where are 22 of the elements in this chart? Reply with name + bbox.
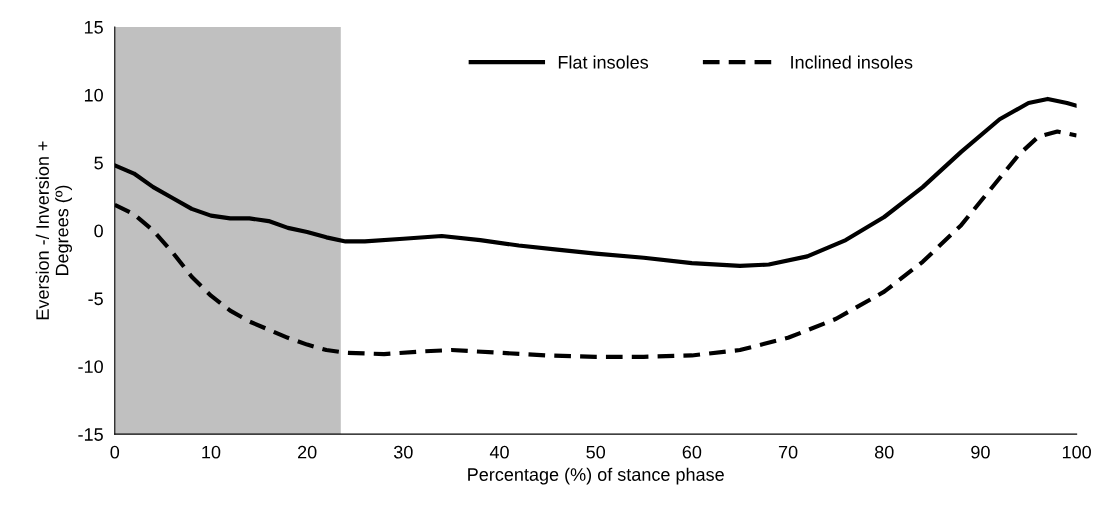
y-tick-label: -10	[78, 360, 103, 374]
x-tick-label: 50	[586, 445, 606, 459]
y-tick-label: 5	[94, 156, 103, 170]
y-tick-label: 0	[94, 224, 103, 238]
y-axis-title: Eversion -/ Inversion + Degrees (º)	[35, 141, 73, 320]
x-tick-label: 70	[778, 445, 798, 459]
y-tick-label: 15	[84, 21, 103, 34]
x-tick-label: 90	[971, 445, 990, 459]
y-tick-label: -15	[78, 428, 103, 441]
x-tick-label: 100	[1062, 445, 1091, 459]
x-tick-label: 40	[489, 445, 509, 459]
x-axis-title: Percentage (%) of stance phase	[468, 467, 724, 485]
x-tick-label: 30	[393, 445, 413, 459]
legend-label: Inclined insoles	[791, 55, 913, 69]
y-tick-label: -5	[88, 292, 103, 306]
x-tick-label: 0	[110, 445, 120, 459]
x-tick-label: 80	[874, 445, 894, 459]
x-tick-label: 20	[298, 445, 317, 459]
legend-label: Flat insoles	[558, 55, 649, 69]
y-tick-label: 10	[84, 88, 103, 102]
x-tick-label: 10	[202, 445, 221, 459]
x-tick-label: 60	[682, 445, 702, 459]
